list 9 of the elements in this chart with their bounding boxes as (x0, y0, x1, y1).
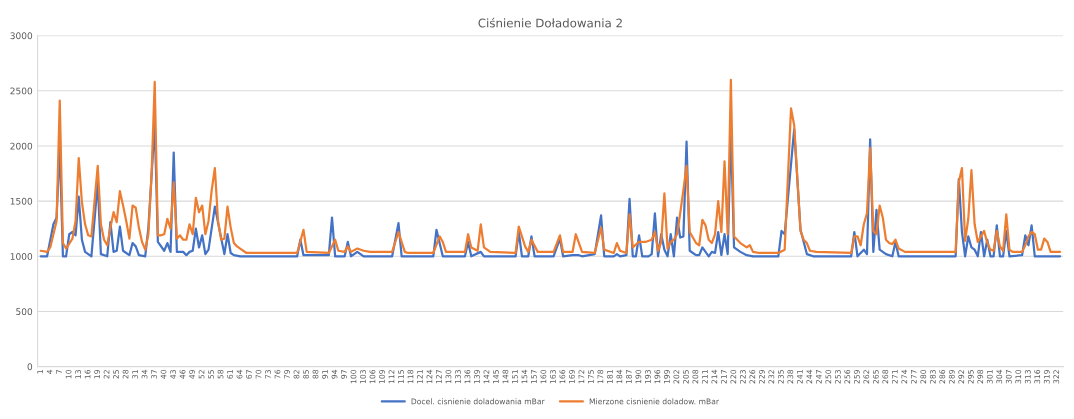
y-tick-label: 2000 (10, 142, 33, 150)
y-tick-label: 500 (16, 308, 33, 316)
y-tick-label: 3000 (10, 32, 33, 40)
y-tick-label: 2500 (10, 87, 33, 95)
chart-title: Ciśnienie Doładowania 2 (478, 17, 622, 28)
y-tick-label: 1000 (10, 253, 33, 260)
y-tick-label: 0 (27, 363, 33, 371)
line-series (39, 78, 1062, 255)
y-tick-label: 1500 (10, 197, 33, 205)
